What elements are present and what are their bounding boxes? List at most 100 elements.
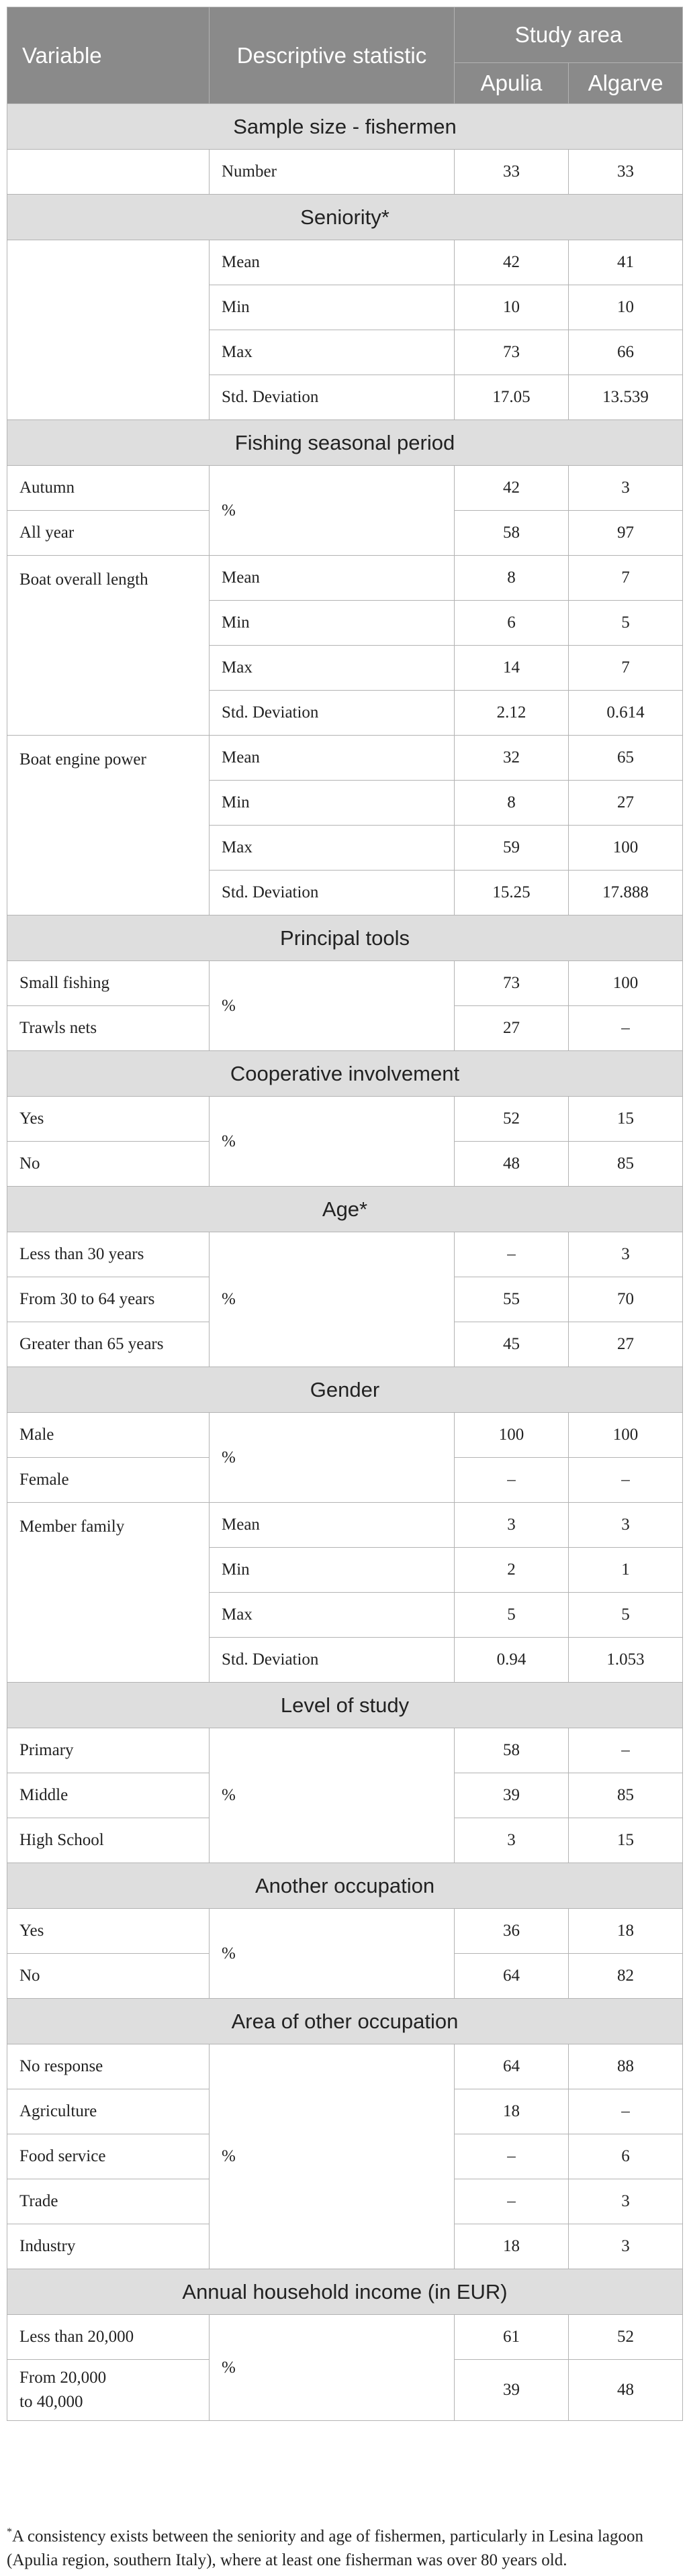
section-header-row: Level of study [6, 1682, 684, 1728]
cell-algarve: – [567, 2089, 684, 2134]
cell-statistic: % [209, 465, 455, 556]
cell-algarve: – [567, 1457, 684, 1503]
cell-algarve: 3 [567, 2179, 684, 2224]
section-header-row: Cooperative involvement [6, 1050, 684, 1097]
cell-statistic: % [209, 1908, 455, 1999]
cell-algarve: 6 [567, 2134, 684, 2179]
cell-apulia: 39 [454, 2359, 569, 2421]
table-row: Yes% 36 18 [7, 1908, 684, 1999]
section-header-row: Sample size - fishermen [6, 103, 684, 150]
cell-apulia: 3 [454, 1502, 569, 1548]
section-title: Annual household income (in EUR) [6, 2269, 684, 2315]
cell-apulia: 8 [454, 780, 569, 826]
cell-algarve: 27 [567, 780, 684, 826]
cell-algarve: 66 [567, 330, 684, 375]
table-row: From 20,000 to 40,000 39 48 [7, 2359, 684, 2421]
cell-variable: Member family [7, 1502, 210, 1683]
cell-variable: No [7, 1141, 210, 1187]
cell-apulia: 73 [454, 330, 569, 375]
cell-algarve: 48 [567, 2359, 684, 2421]
cell-algarve: 3 [567, 2224, 684, 2269]
cell-algarve: 41 [567, 240, 684, 285]
cell-apulia: 55 [454, 1277, 569, 1322]
table-footnote: *A consistency exists between the senior… [7, 2520, 682, 2573]
cell-variable: All year [7, 510, 210, 556]
cell-apulia: 18 [454, 2224, 569, 2269]
section-title: Fishing seasonal period [6, 419, 684, 466]
cell-variable: From 20,000 to 40,000 [7, 2359, 210, 2421]
table-row: All year 58 97 [7, 510, 684, 556]
cell-variable: Less than 30 years [7, 1232, 210, 1277]
table-row: Primary% 58– [7, 1728, 684, 1863]
cell-apulia: 2 [454, 1547, 569, 1593]
cell-statistic: Min [209, 285, 455, 330]
table-body: Sample size - fishermen Number 33 33 Seniori… [6, 103, 684, 2421]
cell-apulia: 42 [454, 465, 569, 511]
cell-apulia: 58 [454, 510, 569, 556]
cell-variable: Less than 20,000 [7, 2314, 210, 2360]
table-row: Less than 20,000% 61 52 [7, 2314, 684, 2421]
cell-algarve: 70 [567, 1277, 684, 1322]
cell-statistic: % [209, 960, 455, 1051]
table-row: Mean 42 41 [7, 240, 684, 420]
cell-statistic: % [209, 2044, 455, 2269]
cell-statistic: Number [209, 149, 455, 195]
cell-variable: Primary [7, 1728, 210, 1773]
table-row: Min 2 1 [7, 1547, 684, 1593]
table-row: Industry 18 3 [7, 2224, 684, 2269]
table-row: Max 59 100 [7, 825, 684, 871]
table-row: Small fishing% 73 100 [7, 960, 684, 1051]
cell-statistic: % [209, 2314, 455, 2421]
cell-apulia: 58 [454, 1728, 569, 1773]
cell-apulia: 5 [454, 1592, 569, 1638]
cell-variable: Agriculture [7, 2089, 210, 2134]
cell-variable: Yes [7, 1096, 210, 1142]
cell-apulia: 0.94 [454, 1637, 569, 1683]
cell-variable: Trawls nets [7, 1005, 210, 1051]
table-row: Min 8 27 [7, 780, 684, 826]
cell-apulia: 64 [454, 2044, 569, 2089]
cell-algarve: 52 [567, 2314, 684, 2360]
cell-variable: Industry [7, 2224, 210, 2269]
cell-statistic: Min [209, 600, 455, 646]
cell-apulia: 3 [454, 1818, 569, 1863]
section-header-row: Gender [6, 1367, 684, 1413]
footnote-marker: * [7, 2526, 12, 2538]
cell-statistic: Min [209, 780, 455, 826]
cell-apulia: 48 [454, 1141, 569, 1187]
cell-apulia: 36 [454, 1908, 569, 1954]
cell-algarve: 1.053 [567, 1637, 684, 1683]
cell-algarve: 100 [567, 960, 684, 1006]
cell-algarve: 0.614 [567, 690, 684, 736]
section-header-row: Principal tools [6, 915, 684, 961]
cell-variable: No response [7, 2044, 210, 2089]
cell-apulia: 33 [454, 149, 569, 195]
table-row: Boat overall length Mean 8 7 [7, 555, 684, 736]
table-row: Less than 30 years% –3 [7, 1232, 684, 1367]
table-row: Number 33 33 [7, 149, 684, 195]
cell-statistic: % [209, 1728, 455, 1863]
cell-apulia: 64 [454, 1953, 569, 1999]
cell-apulia: 59 [454, 825, 569, 871]
table-row: High School 3 15 [7, 1818, 684, 1863]
cell-algarve: 3 [567, 1232, 684, 1277]
header-descriptive-statistic: Descriptive statistic [209, 7, 455, 104]
cell-algarve: 88 [567, 2044, 684, 2089]
cell-apulia: – [454, 1232, 569, 1277]
table-row: Yes% 52 15 [7, 1096, 684, 1187]
table-row: Autumn% 42 3 [7, 465, 684, 556]
section-header-row: Fishing seasonal period [6, 419, 684, 466]
table-row: Boat engine power Mean 32 65 [7, 735, 684, 915]
cell-variable: Male [7, 1412, 210, 1458]
cell-statistic: % [209, 1412, 455, 1503]
table-row: Middle 39 85 [7, 1773, 684, 1818]
cell-algarve: 13.539 [567, 375, 684, 420]
cell-algarve: – [567, 1728, 684, 1773]
table-header: Variable Descriptive statistic Study are… [7, 7, 684, 104]
cell-apulia: – [454, 2179, 569, 2224]
section-title: Age* [6, 1186, 684, 1232]
cell-apulia: 45 [454, 1322, 569, 1367]
header-variable: Variable [7, 7, 210, 104]
cell-variable: Food service [7, 2134, 210, 2179]
cell-algarve: 17.888 [567, 870, 684, 915]
